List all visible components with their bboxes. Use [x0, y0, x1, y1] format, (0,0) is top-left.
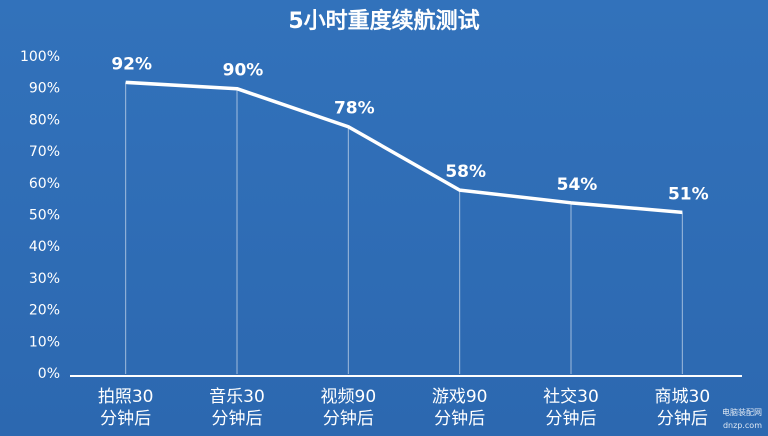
data-label: 54% [557, 175, 598, 195]
x-tick-label: 游戏90 分钟后 [431, 387, 488, 429]
chart-title: 5小时重度续航测试 [288, 8, 479, 34]
watermark: 电脑装配网 [722, 408, 762, 417]
data-label: 51% [668, 184, 709, 204]
line [125, 80, 683, 215]
y-tick-label: 10% [29, 334, 60, 350]
y-tick-label: 100% [20, 49, 60, 65]
y-tick-label: 30% [29, 271, 60, 287]
y-tick-label: 60% [29, 176, 60, 192]
watermark: dnzp.com [722, 421, 762, 430]
data-label: 92% [111, 54, 152, 74]
data-label: 78% [334, 99, 375, 119]
data-label: 90% [223, 61, 264, 81]
x-tick-label: 商城30 分钟后 [654, 387, 711, 429]
y-tick-label: 0% [38, 366, 60, 382]
y-tick-label: 50% [29, 208, 60, 224]
x-tick-label: 社交30 分钟后 [543, 387, 599, 429]
y-tick-label: 80% [29, 112, 60, 128]
data-label: 58% [445, 162, 486, 182]
x-tick-label: 视频90 分钟后 [320, 387, 377, 429]
y-tick-label: 40% [29, 239, 60, 255]
y-tick-label: 70% [29, 144, 60, 160]
x-tick-label: 音乐30 分钟后 [209, 387, 265, 429]
y-tick-label: 20% [29, 303, 60, 319]
y-tick-label: 90% [29, 81, 60, 97]
x-tick-label: 拍照30 分钟后 [97, 387, 154, 429]
